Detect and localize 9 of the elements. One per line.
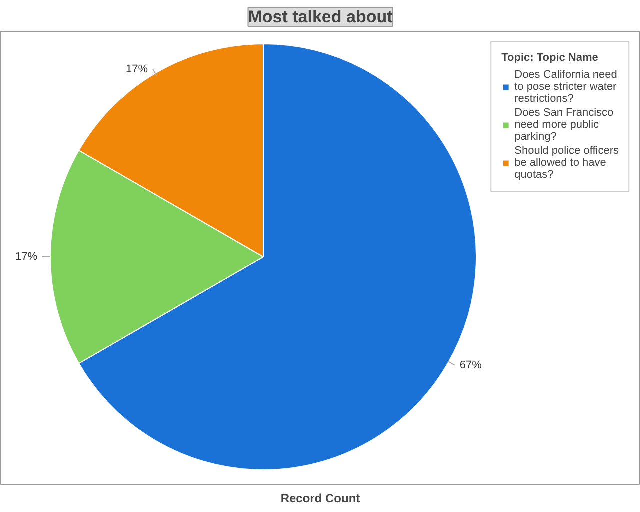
legend-label: Does San Francisco need more public parking? (514, 107, 614, 143)
legend-label: Should police officers be allowed to have quotas? (514, 145, 619, 181)
data-label: 67% (460, 359, 482, 372)
data-label: 17% (126, 63, 148, 76)
chart-title: Most talked about (248, 8, 394, 26)
legend-label: Does California need to pose stricter water restrictions? (514, 69, 618, 105)
data-label: 17% (15, 251, 38, 264)
legend-title: Topic: Topic Name (502, 52, 600, 64)
text: Record Count (280, 492, 360, 506)
